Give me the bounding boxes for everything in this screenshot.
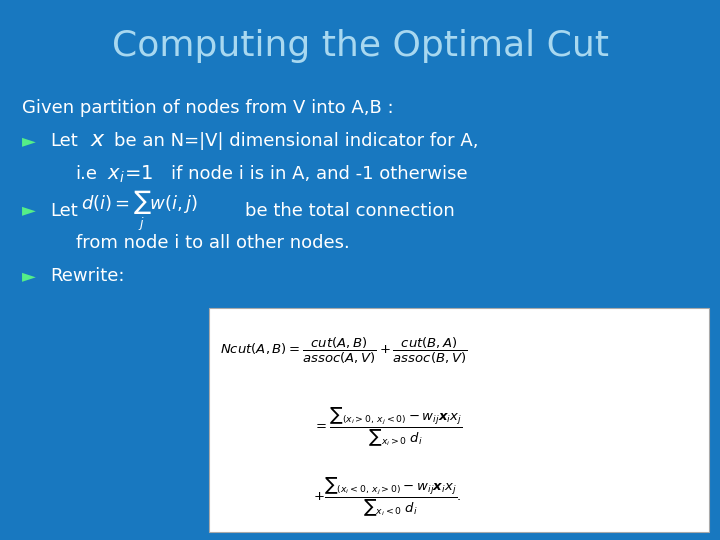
Text: ►: ►	[22, 132, 35, 151]
Text: Rewrite:: Rewrite:	[50, 267, 125, 286]
Text: Computing the Optimal Cut: Computing the Optimal Cut	[112, 29, 608, 63]
Text: Given partition of nodes from V into A,B :: Given partition of nodes from V into A,B…	[22, 99, 393, 117]
Text: $x_i\!=\!1$: $x_i\!=\!1$	[107, 163, 154, 185]
Text: from node i to all other nodes.: from node i to all other nodes.	[76, 234, 349, 252]
Text: Let: Let	[50, 201, 78, 220]
FancyBboxPatch shape	[209, 308, 709, 532]
Text: $= \dfrac{{\sum}_{(x_i>0,\, x_j<0)} -w_{ij}\boldsymbol{x}_i x_j}{{\sum}_{x_i>0}\: $= \dfrac{{\sum}_{(x_i>0,\, x_j<0)} -w_{…	[313, 405, 463, 448]
Text: ►: ►	[22, 267, 35, 286]
Text: be the total connection: be the total connection	[245, 201, 454, 220]
Text: if node i is in A, and -1 otherwise: if node i is in A, and -1 otherwise	[171, 165, 467, 183]
Text: $x$: $x$	[90, 130, 106, 151]
Text: $d(i)=\sum_j w(i,j)$: $d(i)=\sum_j w(i,j)$	[81, 188, 198, 233]
Text: be an N=|V| dimensional indicator for A,: be an N=|V| dimensional indicator for A,	[114, 132, 478, 151]
Text: $Ncut(A,B) = \dfrac{cut(A,B)}{assoc(A,V)} + \dfrac{cut(B,A)}{assoc(B,V)}$: $Ncut(A,B) = \dfrac{cut(A,B)}{assoc(A,V)…	[220, 336, 467, 366]
Text: $+\dfrac{{\sum}_{(x_i<0,\, x_j>0)} -w_{ij}\boldsymbol{x}_i x_j}{{\sum}_{x_i<0}\;: $+\dfrac{{\sum}_{(x_i<0,\, x_j>0)} -w_{i…	[313, 475, 462, 518]
Text: i.e: i.e	[76, 165, 98, 183]
Text: Let: Let	[50, 132, 78, 151]
Text: ►: ►	[22, 201, 35, 220]
